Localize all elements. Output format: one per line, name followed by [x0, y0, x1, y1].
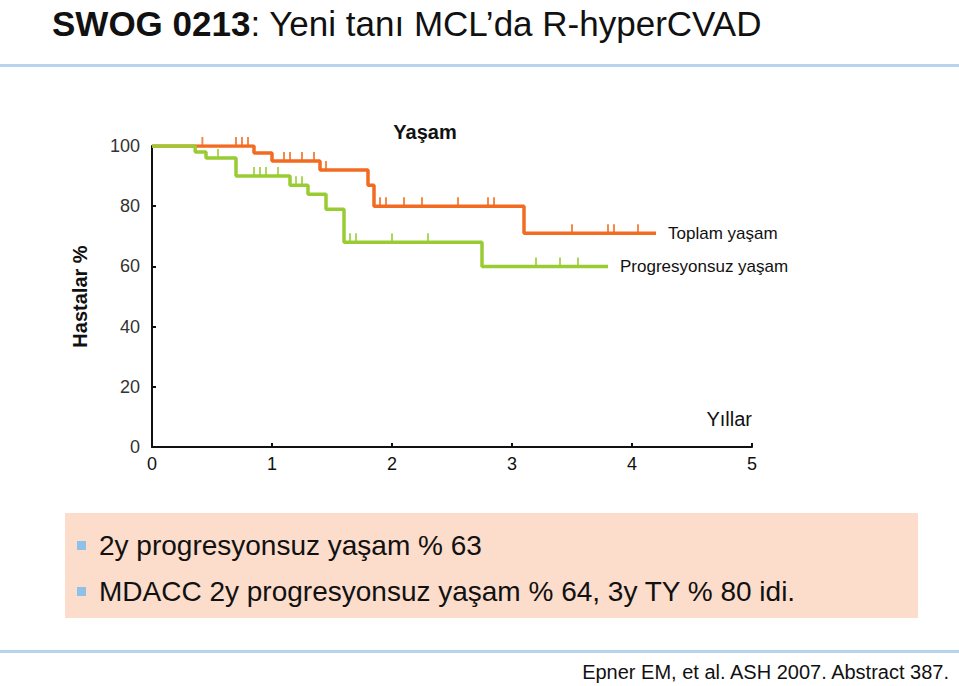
svg-text:80: 80: [120, 196, 140, 216]
svg-text:2: 2: [387, 454, 397, 474]
svg-text:Yaşam: Yaşam: [393, 121, 456, 143]
svg-text:Toplam yaşam: Toplam yaşam: [668, 224, 778, 243]
html-text:Epner EM, et al. ASH 2007. Abs: Epner EM, et al. ASH 2007. Abstract 387.: [582, 661, 949, 683]
svg-text:0: 0: [147, 454, 157, 474]
svg-text:60: 60: [120, 256, 140, 276]
svg-text:5: 5: [747, 454, 757, 474]
svg-text:1: 1: [267, 454, 277, 474]
svg-text:3: 3: [507, 454, 517, 474]
svg-text:Progresyonsuz yaşam: Progresyonsuz yaşam: [620, 257, 788, 276]
svg-text:100: 100: [110, 136, 140, 156]
html-text:2y progresyonsuz yaşam % 63: 2y progresyonsuz yaşam % 63: [99, 530, 482, 561]
svg-text:Hastalar %: Hastalar %: [69, 245, 91, 347]
svg-text:4: 4: [627, 454, 637, 474]
html-text:SWOG 0213: Yeni tanı MCL’da R-: SWOG 0213: Yeni tanı MCL’da R-hyperCVAD: [52, 4, 762, 43]
html-text:MDACC 2y progresyonsuz yaşam %: MDACC 2y progresyonsuz yaşam % 64, 3y TY…: [99, 576, 796, 607]
svg-text:40: 40: [120, 317, 140, 337]
svg-text:20: 20: [120, 377, 140, 397]
svg-text:Yıllar: Yıllar: [706, 408, 752, 430]
svg-text:0: 0: [130, 437, 140, 457]
